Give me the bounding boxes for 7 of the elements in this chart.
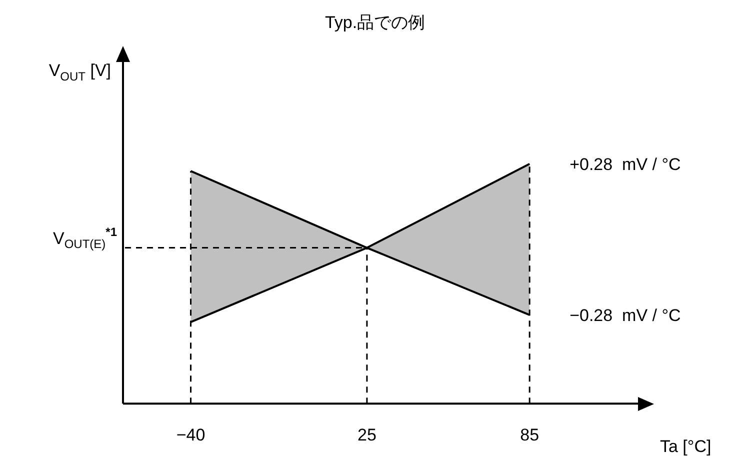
x-tick-label: −40 — [176, 425, 206, 444]
x-axis-title: Ta [°C] — [660, 437, 712, 456]
annotation: +0.28 mV / °C — [570, 154, 681, 174]
chart-title: Typ.品での例 — [324, 13, 426, 32]
x-tick-label: 25 — [357, 425, 376, 444]
annotation: −0.28 mV / °C — [570, 306, 681, 325]
x-tick-label: 85 — [520, 425, 540, 444]
